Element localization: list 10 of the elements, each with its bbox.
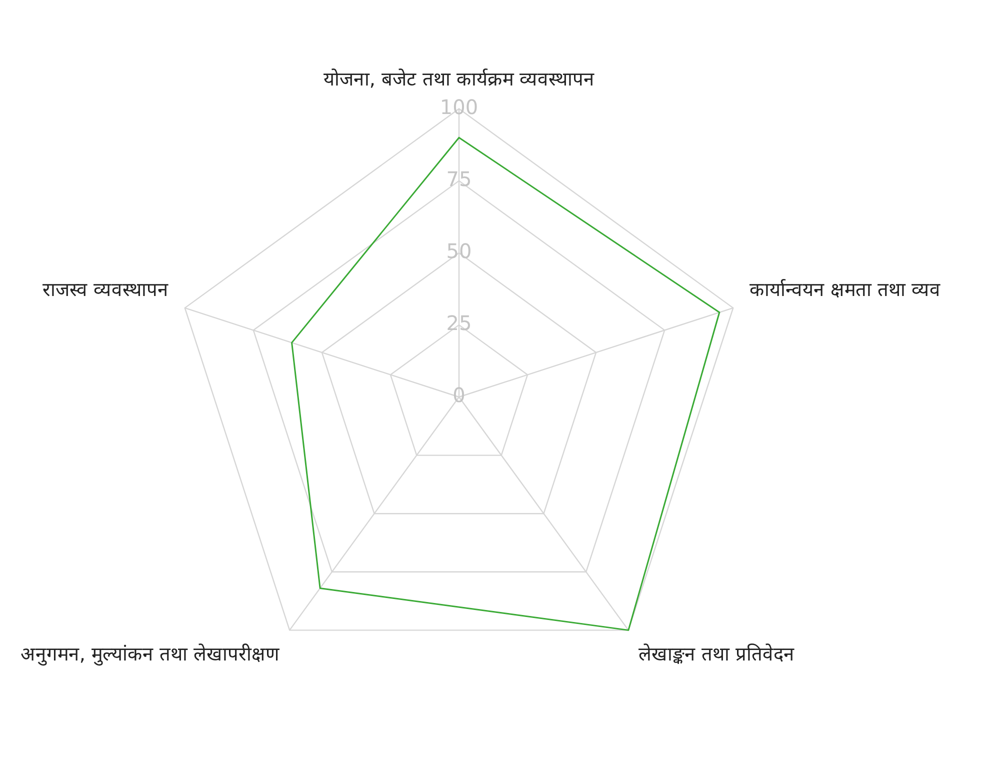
- y-tick-label: 75: [446, 167, 472, 192]
- y-tick-label: 0: [452, 383, 466, 408]
- spoke-label: योजना, बजेट तथा कार्यक्रम व्यवस्थापन: [323, 67, 595, 90]
- y-tick-label: 25: [446, 311, 472, 336]
- spoke-label: राजस्व व्यवस्थापन: [42, 279, 169, 302]
- y-tick-label: 50: [446, 239, 472, 264]
- y-tick-label: 100: [440, 94, 478, 119]
- spoke-label: कार्यान्वयन क्षमता तथा व्यव: [749, 278, 940, 302]
- spoke-label: अनुगमन, मुल्यांकन तथा लेखापरीक्षण: [20, 642, 280, 666]
- spoke-label: लेखाङ्कन तथा प्रतिवेदन: [638, 642, 795, 666]
